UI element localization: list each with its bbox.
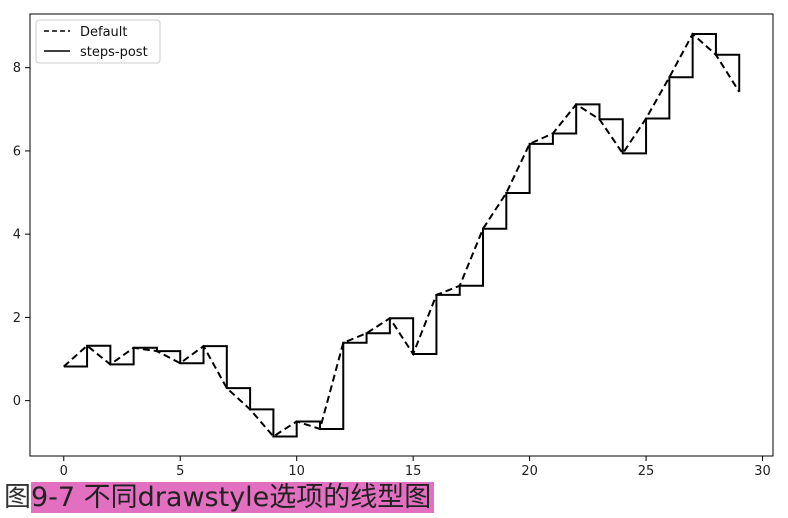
x-axis: 0 5 10 15 20 25 30 <box>60 456 771 479</box>
x-tick-label: 10 <box>288 464 305 479</box>
x-tick-label: 5 <box>176 464 184 479</box>
caption-highlight: 9-7 不同drawstyle选项的线型图 <box>31 482 435 513</box>
x-tick-label: 25 <box>638 464 655 479</box>
legend-steps-label: steps-post <box>80 45 148 60</box>
series-layer <box>63 32 741 438</box>
y-axis: 0 2 4 6 8 <box>13 61 30 409</box>
y-tick-label: 4 <box>13 228 21 243</box>
default-series-line <box>63 32 741 438</box>
x-tick-label: 0 <box>60 464 68 479</box>
x-tick-label: 30 <box>754 464 771 479</box>
steps-post-series-line <box>63 32 741 438</box>
y-tick-label: 0 <box>13 394 21 409</box>
plot-area <box>29 13 774 457</box>
legend-box <box>35 19 161 64</box>
y-tick-label: 2 <box>13 311 21 326</box>
legend-default-label: Default <box>80 25 128 40</box>
y-tick-label: 8 <box>13 61 21 76</box>
caption-prefix: 图 <box>4 482 31 513</box>
y-tick-label: 6 <box>13 144 21 159</box>
legend: Default steps-post <box>35 19 161 64</box>
x-tick-label: 15 <box>405 464 422 479</box>
figure-caption: 图9-7 不同drawstyle选项的线型图 <box>4 480 435 516</box>
line-chart: 0 2 4 6 8 0 5 10 15 20 25 30 Default steps-post <box>13 13 774 479</box>
x-tick-label: 20 <box>521 464 538 479</box>
